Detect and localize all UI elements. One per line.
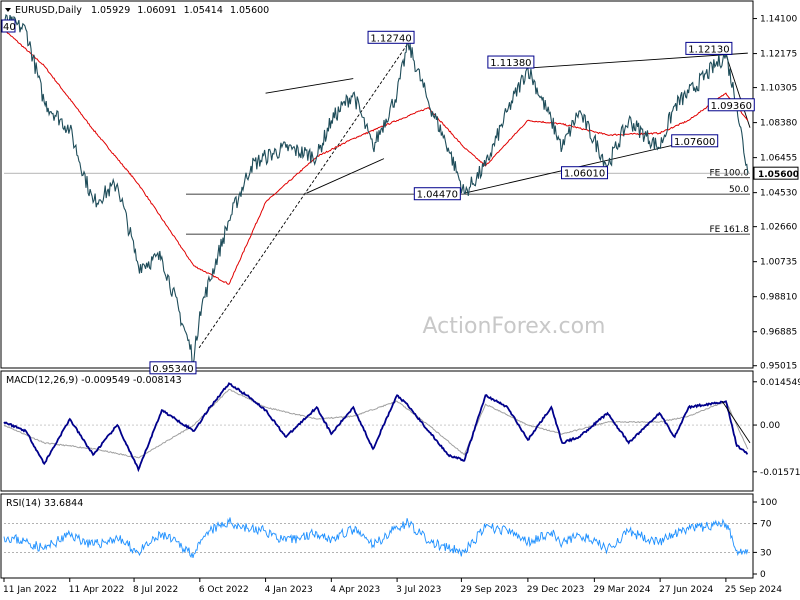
level-box — [149, 361, 197, 375]
open-value: 1.05929 — [91, 5, 130, 16]
fib-label: FE 100.0 — [710, 169, 750, 179]
level-box — [367, 30, 415, 44]
x-tick-label: 8 Jul 2022 — [133, 585, 178, 595]
last-price-label: 1.05600 — [758, 170, 799, 180]
level-box — [413, 187, 461, 201]
rsi-label: RSI(14) 33.6844 — [6, 498, 83, 509]
price-trend-line — [527, 52, 748, 69]
price-layer: FE 100.0 50.0 FE 161.8 1.12740 1.11380 1.1213… — [3, 14, 755, 375]
price-tick-label: 1.12175 — [760, 50, 797, 60]
fib-label: 50.0 — [729, 185, 749, 195]
level-label: 1.12130 — [688, 44, 729, 55]
macd-layer — [3, 382, 751, 473]
x-tick-label: 4 Jan 2023 — [265, 585, 313, 595]
macd-tick-label: 0.014549 — [760, 378, 800, 388]
level-label: 1.09360 — [711, 101, 752, 112]
rsi-tick-label: 30 — [760, 548, 772, 558]
watermark: ActionForex.com — [423, 314, 606, 339]
price-tick-label: 0.98810 — [760, 293, 797, 303]
level-label: 1.06010 — [564, 169, 605, 180]
price-tick-label: 0.95015 — [760, 362, 797, 372]
macd-tick-label: -0.015712 — [760, 468, 800, 478]
macd-signal-line — [3, 388, 749, 459]
rsi-line — [3, 517, 749, 559]
price-tick-label: 1.00735 — [760, 258, 797, 268]
level-box — [671, 134, 719, 148]
high-value: 1.06091 — [137, 5, 176, 16]
corner-label-box — [1, 19, 16, 33]
x-tick-label: 11 Apr 2022 — [69, 585, 125, 595]
price-tick-label: 1.04530 — [760, 189, 797, 199]
macd-label: MACD(12,26,9) -0.009549 -0.008143 — [6, 375, 182, 386]
level-box — [561, 166, 609, 180]
symbol-label: EURUSD,Daily — [15, 5, 82, 16]
x-tick-label: 29 Dec 2023 — [527, 585, 585, 595]
close-value: 1.05600 — [230, 5, 269, 16]
price-tick-label: 1.14100 — [760, 15, 797, 25]
level-label: 1.07600 — [674, 137, 715, 148]
x-tick-label: 11 Jan 2022 — [3, 585, 57, 595]
level-box — [707, 98, 755, 112]
low-value: 1.05414 — [184, 5, 223, 16]
x-tick-label: 29 Mar 2024 — [593, 585, 650, 595]
rsi-tick-label: 100 — [760, 498, 777, 508]
macd-trend-line — [721, 401, 751, 444]
x-tick-label: 3 Jul 2023 — [396, 585, 441, 595]
price-trend-line — [265, 78, 354, 94]
level-label: 1.12740 — [370, 33, 411, 44]
corner-label: 40 — [3, 22, 16, 33]
last-price-tag — [753, 166, 799, 180]
price-trend-line — [198, 43, 409, 349]
axis-layer: 1.14100 1.12175 1.10305 1.08380 1.06455 1.045… — [3, 15, 800, 595]
level-label: 1.11380 — [490, 58, 531, 69]
x-tick-label: 29 Sep 2023 — [460, 585, 517, 595]
macd-panel-frame — [0, 370, 754, 492]
x-tick-label: 4 Apr 2023 — [330, 585, 380, 595]
price-tick-label: 1.08380 — [760, 119, 797, 129]
price-tick-label: 1.06455 — [760, 154, 797, 164]
price-tick-label: 1.02660 — [760, 223, 797, 233]
price-tick-label: 1.10305 — [760, 84, 797, 94]
level-label: 0.95340 — [152, 364, 193, 375]
price-line — [3, 14, 749, 367]
level-box — [685, 41, 733, 55]
rsi-panel-frame — [0, 493, 754, 579]
x-tick-label: 6 Oct 2022 — [199, 585, 249, 595]
price-panel-frame — [0, 0, 754, 369]
rsi-tick-label: 0 — [760, 570, 766, 580]
price-trend-line — [306, 158, 385, 194]
svg-text:EURUSD,Daily 1.05929 1: EURUSD,Daily 1.05929 1.06091 1.05414 1.0… — [15, 5, 269, 16]
collapse-triangle-icon[interactable] — [5, 8, 11, 12]
rsi-layer — [3, 517, 750, 559]
price-tick-label: 0.96885 — [760, 328, 797, 338]
level-box — [487, 55, 535, 69]
price-trend-line — [725, 54, 751, 128]
rsi-tick-label: 70 — [760, 520, 772, 530]
x-tick-label: 25 Sep 2024 — [725, 585, 782, 595]
level-label: 1.04470 — [417, 190, 458, 201]
macd-tick-label: 0.00 — [760, 421, 780, 431]
macd-line — [3, 382, 749, 473]
x-tick-label: 27 Jun 2024 — [659, 585, 713, 595]
fib-label: FE 161.8 — [710, 225, 750, 235]
